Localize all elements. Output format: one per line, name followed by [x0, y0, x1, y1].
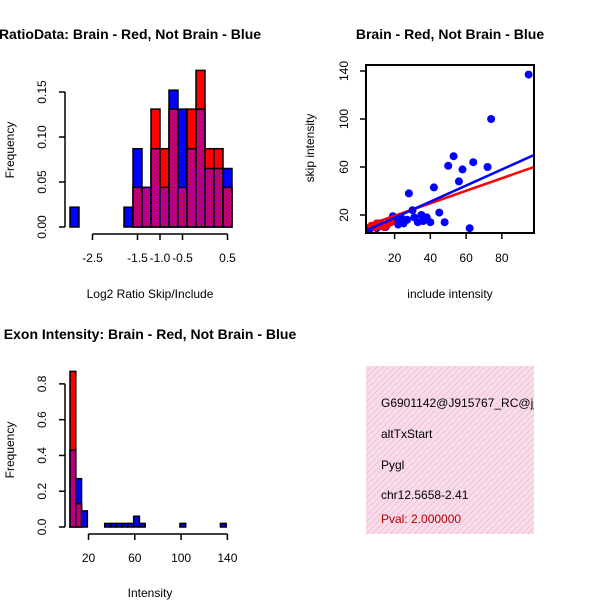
intensity-hist-bar-notbrain [127, 522, 135, 528]
intensity-scatter-panel: Brain - Red, Not Brain - Blue skip inten… [303, 26, 544, 301]
ratio-hist-x-tick-label: -1.0 [150, 251, 171, 265]
intensity-histogram-panel: Exon Intensity: Brain - Red, Not Brain -… [3, 326, 296, 600]
scatter-point-notbrain [403, 215, 412, 224]
regression-line-brain [365, 165, 535, 227]
intensity-hist-bar-notbrain [179, 522, 187, 528]
ratio-hist-bar-overlap-hatch [161, 188, 168, 226]
scatter-point-notbrain [487, 115, 496, 123]
intensity-hist-bar-notbrain [109, 522, 118, 528]
ratio-histogram-axes: -2.5 -1.5 -1.0 -0.5 0.5 0.00 0.05 0.10 0.15 [35, 80, 236, 265]
ratio-hist-y-tick-label: 0.05 [35, 170, 49, 194]
ratio-hist-bar-notbrain [69, 206, 80, 228]
intensity-hist-bar-notbrain [132, 515, 141, 528]
info-panel: G6901142@J915767_RC@j_at altTxStart Pygl… [366, 366, 551, 534]
intensity-histogram-ylabel: Frequency [3, 422, 17, 479]
ratio-hist-bar-overlap-hatch [170, 110, 177, 226]
intensity-histogram-bars [69, 370, 227, 528]
intensity-histogram-xlabel: Intensity [128, 586, 173, 600]
scatter-point-notbrain [524, 70, 533, 79]
scatter-y-tick-label: 20 [337, 208, 351, 222]
ratio-hist-x-tick-label: -2.5 [82, 251, 103, 265]
ratio-histogram-title: RatioData: Brain - Red, Not Brain - Blue [0, 26, 261, 42]
intensity-hist-bar-overlap-hatch [76, 504, 81, 526]
ratio-hist-bar-overlap-hatch [206, 169, 213, 226]
ratio-hist-y-tick-label: 0.15 [35, 80, 49, 104]
ratio-histogram-ylabel: Frequency [3, 122, 17, 179]
scatter-point-notbrain [458, 165, 467, 174]
ratio-histogram-bars [69, 69, 233, 228]
info-box: G6901142@J915767_RC@j_at altTxStart Pygl… [366, 366, 551, 534]
scatter-point-notbrain [449, 152, 458, 161]
info-background [366, 366, 534, 534]
intensity-hist-y-tick-label: 0.8 [35, 375, 49, 392]
intensity-histogram-title: Exon Intensity: Brain - Red, Not Brain -… [4, 326, 297, 342]
intensity-hist-x-tick-label: 140 [217, 551, 237, 565]
info-pval: Pval: 2.000000 [381, 512, 461, 526]
scatter-x-tick-label: 60 [459, 251, 473, 265]
ratio-hist-bar-overlap-hatch [134, 188, 141, 226]
intensity-histogram-axes: 20 60 100 140 0.0 0.2 0.4 0.6 0.8 [35, 375, 238, 565]
ratio-hist-bar-overlap-hatch [215, 169, 222, 226]
scatter-point-notbrain [454, 177, 463, 186]
scatter-plot-box [365, 64, 535, 234]
ratio-hist-y-tick-label: 0.10 [35, 125, 49, 149]
intensity-hist-y-tick-label: 0.4 [35, 447, 49, 464]
ratio-hist-bar-overlap-hatch [152, 149, 159, 226]
intensity-hist-x-tick-label: 20 [82, 551, 96, 565]
scatter-point-notbrain [435, 208, 444, 217]
ratio-hist-bar-overlap-hatch [188, 149, 195, 226]
scatter-marks [365, 70, 535, 234]
scatter-x-tick-label: 20 [388, 251, 402, 265]
info-location: chr12.5658-2.41 [381, 488, 469, 502]
scatter-point-notbrain [440, 218, 449, 227]
info-gene-name: Pygl [381, 458, 404, 472]
intensity-hist-y-tick-label: 0.2 [35, 483, 49, 500]
ratio-histogram-panel: RatioData: Brain - Red, Not Brain - Blue… [0, 26, 261, 301]
scatter-x-tick-label: 80 [495, 251, 509, 265]
scatter-x-tick-label: 40 [424, 251, 438, 265]
intensity-hist-bar-notbrain [121, 522, 129, 528]
ratio-hist-x-tick-label: -1.5 [127, 251, 148, 265]
scatter-ylabel: skip intensity [303, 114, 317, 183]
info-event-type: altTxStart [381, 427, 433, 441]
ratio-hist-bar-overlap-hatch [224, 188, 231, 226]
ratio-hist-x-tick-label: -0.5 [172, 251, 193, 265]
intensity-hist-bar-notbrain [219, 522, 227, 528]
ratio-hist-bar-overlap-hatch [197, 110, 204, 226]
scatter-point-notbrain [444, 161, 453, 170]
scatter-point-notbrain [465, 224, 474, 233]
scatter-point-notbrain [429, 183, 438, 192]
intensity-hist-bar-notbrain [103, 522, 112, 528]
ratio-hist-y-tick-label: 0.00 [35, 215, 49, 239]
scatter-point-notbrain [483, 163, 492, 171]
intensity-hist-y-tick-label: 0.0 [35, 518, 49, 535]
scatter-y-tick-label: 100 [337, 109, 351, 129]
scatter-point-notbrain [469, 158, 478, 167]
intensity-hist-y-tick-label: 0.6 [35, 411, 49, 428]
intensity-hist-x-tick-label: 60 [128, 551, 142, 565]
ratio-hist-bar-overlap-hatch [143, 188, 150, 226]
scatter-title: Brain - Red, Not Brain - Blue [356, 26, 544, 42]
info-probe-id: G6901142@J915767_RC@j_at [381, 396, 551, 410]
scatter-point-notbrain [404, 189, 413, 198]
intensity-hist-x-tick-label: 100 [171, 551, 191, 565]
ratio-hist-x-tick-label: 0.5 [219, 251, 236, 265]
regression-line-notbrain [365, 153, 535, 232]
scatter-y-tick-label: 140 [337, 61, 351, 81]
intensity-hist-bar-notbrain [115, 522, 123, 528]
scatter-y-tick-label: 60 [337, 160, 351, 174]
ratio-hist-bar-overlap-hatch [179, 188, 186, 226]
ratio-histogram-xlabel: Log2 Ratio Skip/Include [87, 287, 214, 301]
scatter-axes: 20 40 60 80 20 60 100 140 [337, 61, 535, 265]
intensity-hist-bar-overlap-hatch [71, 451, 75, 526]
scatter-xlabel: include intensity [407, 287, 492, 301]
scatter-point-notbrain [426, 218, 435, 227]
ratio-hist-bar-notbrain [123, 206, 134, 228]
intensity-hist-bar-notbrain [80, 510, 89, 528]
intensity-hist-bar-notbrain [138, 522, 146, 528]
